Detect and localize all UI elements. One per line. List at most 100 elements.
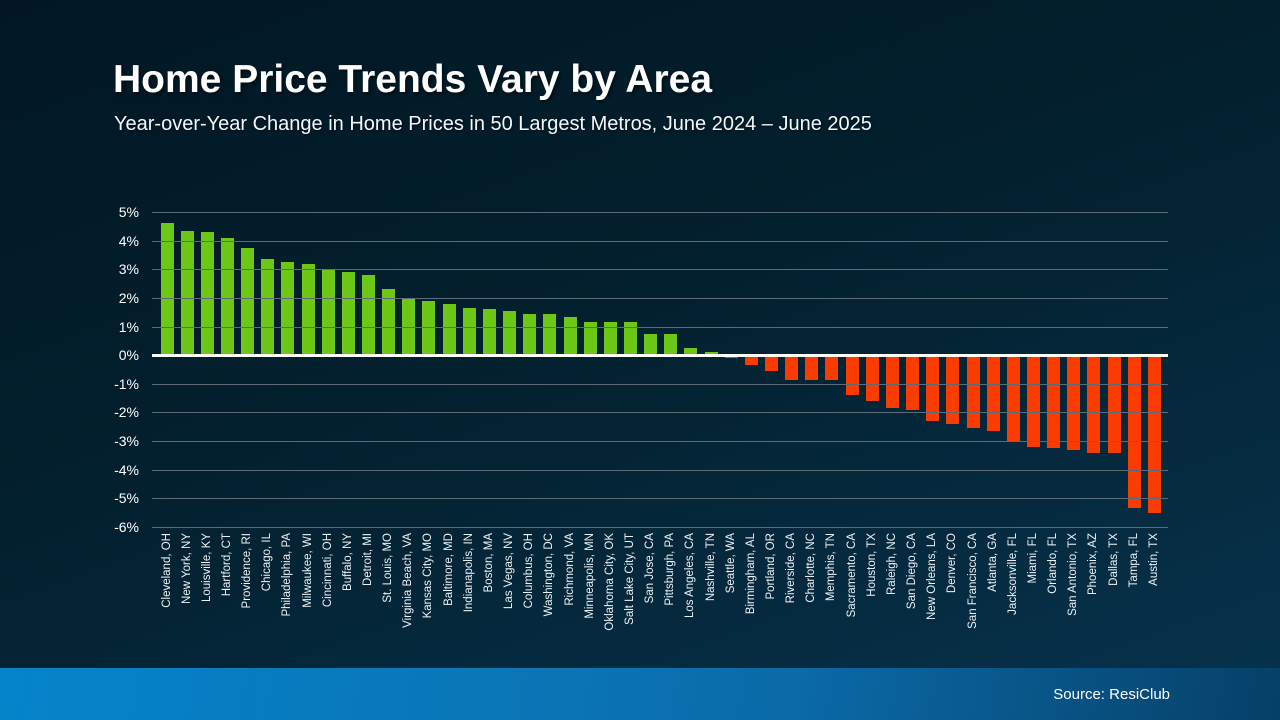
x-axis-tick-label: Cincinnati, OH <box>321 533 334 608</box>
x-axis-tick-label: Kansas City, MO <box>422 533 435 619</box>
y-axis-tick-label: 5% <box>118 204 139 220</box>
bar <box>664 333 678 356</box>
y-axis-tick-label: 2% <box>118 289 139 306</box>
gridline <box>152 240 1168 242</box>
bar <box>281 262 295 356</box>
gridline <box>152 383 1168 385</box>
x-axis-tick-label: Sacramento, CA <box>845 533 858 618</box>
bar <box>241 247 255 356</box>
bar <box>1127 355 1141 509</box>
x-axis-tick-label: Nashville, TN <box>704 533 717 602</box>
x-axis-tick-label: Memphis, TN <box>825 533 838 602</box>
x-axis-tick-label: New Orleans, LA <box>926 533 939 620</box>
bar <box>200 232 214 356</box>
x-axis-tick-label: Baltimore, MD <box>442 533 455 606</box>
x-axis-tick-label: Seattle, WA <box>724 533 737 594</box>
bar <box>523 313 537 356</box>
x-axis-tick-label: Providence, RI <box>241 533 254 609</box>
x-axis-tick-label: Jacksonville, FL <box>1006 533 1019 615</box>
bar <box>220 237 234 356</box>
bar <box>301 263 315 356</box>
x-axis-tick-label: Chicago, IL <box>261 533 274 592</box>
gridline <box>152 527 1168 528</box>
x-axis-tick-label: Columbus, OH <box>523 533 536 609</box>
bar <box>926 355 940 422</box>
x-axis-tick-label: Indianapolis, IN <box>462 533 475 613</box>
bar <box>1026 355 1040 447</box>
x-axis-tick-label: Los Angeles, CA <box>684 533 697 619</box>
x-axis-tick-label: Pittsburgh, PA <box>664 533 677 606</box>
x-axis-tick-label: Atlanta, GA <box>986 533 999 592</box>
bar <box>482 309 496 356</box>
bar <box>563 316 577 356</box>
bar <box>825 355 839 380</box>
y-axis-tick-label: -1% <box>114 375 139 392</box>
bar <box>684 348 698 356</box>
y-axis-tick-label: -6% <box>114 519 139 535</box>
x-axis-tick-label: Riverside, CA <box>785 533 798 604</box>
bar <box>1147 355 1161 513</box>
bar <box>986 355 1000 432</box>
y-axis-tick-label: 4% <box>118 232 139 249</box>
gridline <box>152 498 1168 500</box>
bar <box>744 355 758 366</box>
bar <box>160 223 174 356</box>
x-axis-tick-label: San Antonio, TX <box>1067 533 1080 616</box>
x-axis-tick-label: Milwaukee, WI <box>301 533 314 608</box>
x-axis-tick-label: Birmingham, AL <box>744 533 757 615</box>
x-axis-tick-label: Houston, TX <box>865 533 878 597</box>
x-axis-tick-label: Hartford, CT <box>220 533 233 597</box>
chart-subtitle: Year-over-Year Change in Home Prices in … <box>114 113 872 135</box>
bar <box>623 322 637 356</box>
x-axis-tick-label: Detroit, MI <box>362 533 374 587</box>
bar <box>1067 355 1081 450</box>
bar <box>1087 355 1101 453</box>
bar <box>180 230 194 356</box>
y-axis-tick-label: -5% <box>114 490 139 507</box>
x-axis-tick-label: Las Vegas, NV <box>503 533 516 610</box>
gridline <box>152 412 1168 414</box>
x-axis-tick-label: Denver, CO <box>946 533 959 594</box>
x-axis-tick-label: Oklahoma City, OK <box>603 533 616 631</box>
y-axis-tick-label: 0% <box>118 347 139 364</box>
footer-bar: Source: ResiClub <box>0 668 1280 720</box>
x-axis-tick-label: Virginia Beach, VA <box>402 533 415 628</box>
y-axis-tick-label: 3% <box>118 261 139 278</box>
x-axis-tick-label: Salt Lake City, UT <box>623 533 636 625</box>
x-axis-tick-label: Phoenix, AZ <box>1087 533 1100 596</box>
x-axis-tick-label: San Diego, CA <box>906 533 919 610</box>
bar <box>362 275 375 356</box>
x-axis-tick-label: Washington, DC <box>543 533 556 617</box>
x-axis-tick-label: San Jose, CA <box>644 533 657 604</box>
x-axis-tick-label: Tampa, FL <box>1127 533 1140 588</box>
bar <box>946 355 960 424</box>
bar <box>885 355 899 409</box>
x-axis-tick-label: Boston, MA <box>482 533 495 593</box>
gridline <box>152 269 1168 271</box>
x-axis-tick-label: Charlotte, NC <box>805 533 818 603</box>
x-axis-tick-label: Cleveland, OH <box>160 533 173 608</box>
bar <box>785 355 799 380</box>
x-axis-tick-label: Orlando, FL <box>1047 533 1060 594</box>
bar <box>341 272 355 356</box>
x-axis-tick-label: Louisville, KY <box>200 533 213 603</box>
bar <box>765 355 778 371</box>
x-axis-tick-label: St. Louis, MO <box>382 533 395 603</box>
bar <box>644 333 658 356</box>
gridline <box>152 469 1168 471</box>
y-axis-tick-label: 1% <box>118 318 139 335</box>
x-axis-tick-label: Miami, FL <box>1026 533 1039 584</box>
bar <box>321 269 335 356</box>
x-axis-tick-label: San Francisco, CA <box>966 533 979 629</box>
y-axis-tick-label: -3% <box>114 433 139 450</box>
x-axis-tick-label: Minneapolis, MN <box>583 533 596 619</box>
bar <box>845 355 859 396</box>
bar <box>583 322 597 356</box>
bar <box>1047 355 1061 449</box>
bar <box>442 303 456 356</box>
bar <box>603 322 617 356</box>
gridline <box>152 441 1168 443</box>
x-axis-tick-label: Portland, OR <box>765 533 777 600</box>
